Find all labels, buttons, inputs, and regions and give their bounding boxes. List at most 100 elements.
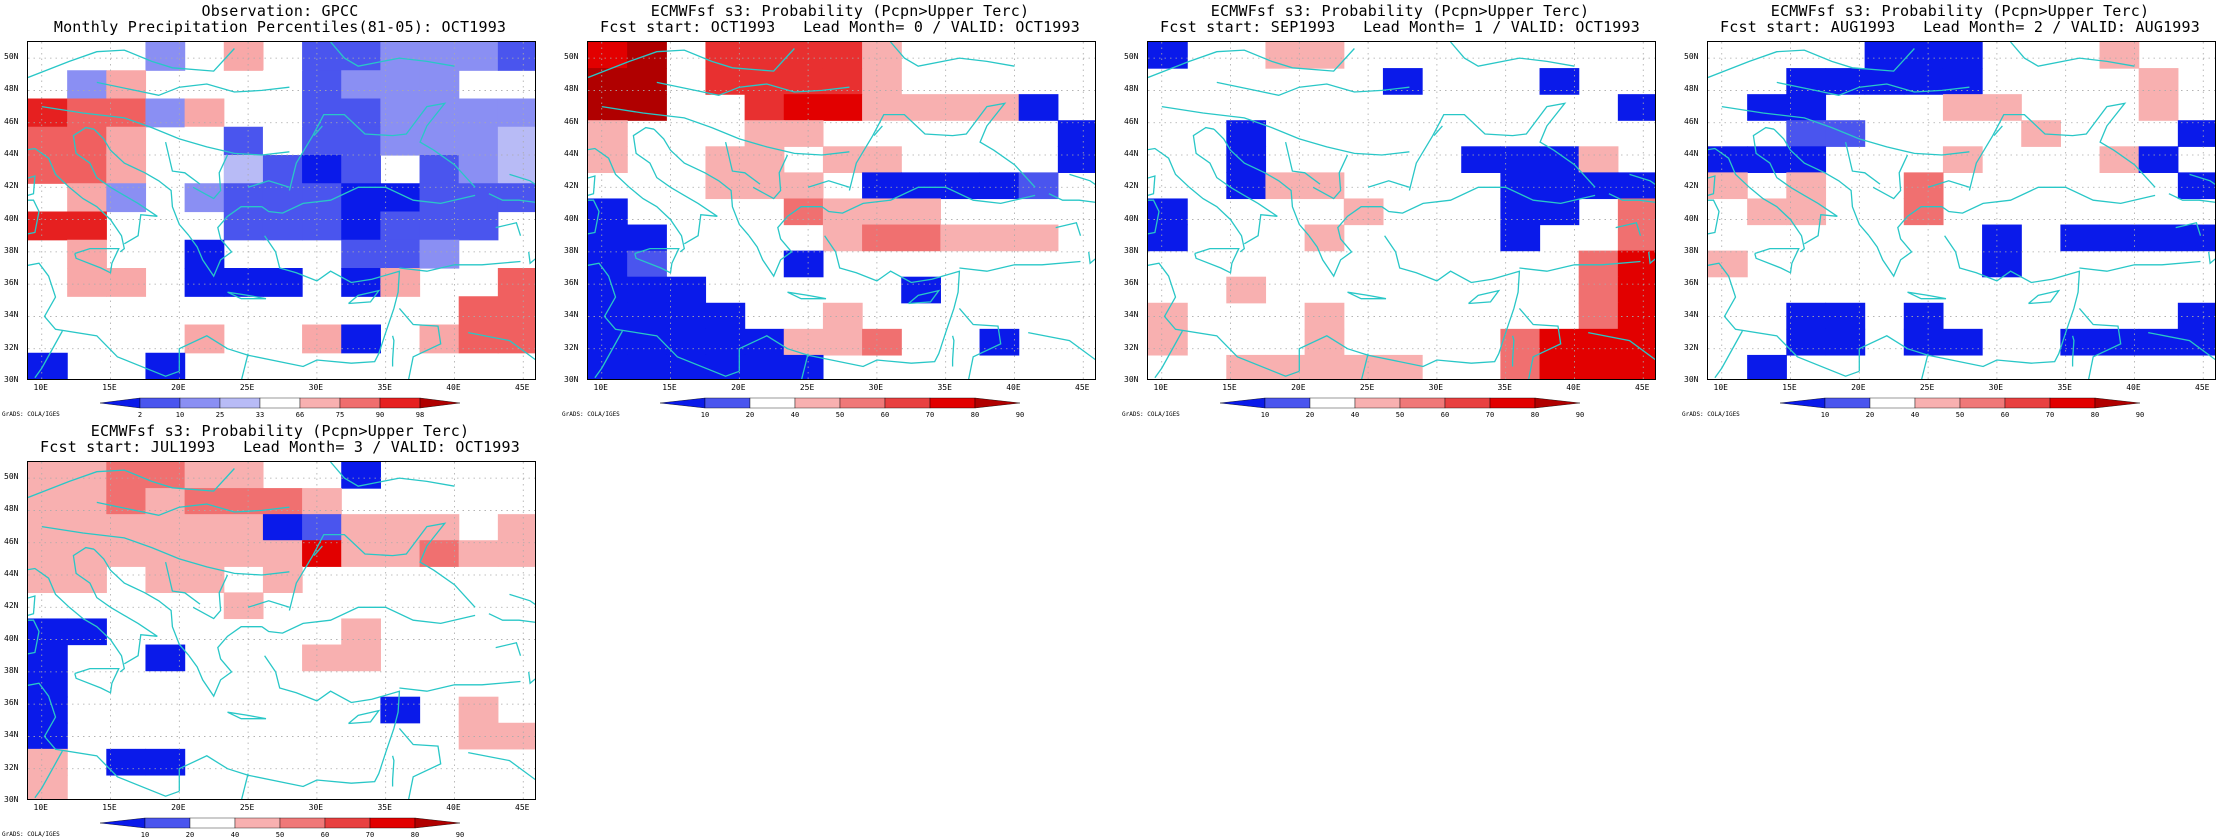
- map-panel-3: ECMWFsf s3: Probability (Pcpn>Upper Terc…: [1120, 0, 1680, 420]
- coastline: [1754, 247, 1800, 274]
- coastline: [509, 593, 535, 606]
- lat-tick-label: 36N: [4, 698, 19, 708]
- lon-tick-label: 40E: [446, 803, 461, 812]
- coastline: [588, 175, 596, 197]
- grid-cell: [666, 328, 707, 356]
- coastline: [72, 546, 158, 665]
- grid-cell: [822, 94, 863, 121]
- lat-tick-label: 40N: [1684, 213, 1699, 223]
- grid-cell: [901, 224, 941, 252]
- grid-cell: [627, 354, 667, 379]
- coastline: [1968, 102, 2156, 191]
- lat-tick-label: 38N: [4, 245, 19, 255]
- colorbar-label: 90: [1015, 411, 1025, 419]
- coastline: [96, 501, 290, 516]
- grid-cell: [783, 250, 824, 278]
- grid-cell: [145, 748, 186, 776]
- grid-cell: [2099, 146, 2140, 173]
- colorbar-segment: [1399, 397, 1446, 409]
- grid-cell: [145, 644, 186, 672]
- coastline: [1148, 147, 1246, 253]
- coastline: [1629, 173, 1655, 186]
- coastline: [241, 353, 249, 379]
- coastline: [1298, 235, 1521, 372]
- coastline: [1921, 353, 1929, 379]
- grid-cell: [302, 155, 342, 184]
- grid-cell: [1539, 172, 1580, 200]
- grid-cell: [862, 224, 902, 252]
- colorbar-segment: [2094, 397, 2141, 409]
- coastline: [1708, 199, 1720, 235]
- grid-cell: [1942, 146, 1983, 173]
- coastline: [1708, 175, 1716, 197]
- grid-cell: [341, 540, 381, 567]
- grid-cell: [302, 70, 342, 100]
- colorbar-segment: [1264, 397, 1311, 409]
- grid-cell: [302, 98, 342, 128]
- grid-cell: [341, 126, 381, 156]
- colorbar-segment: [1309, 397, 1356, 409]
- grid-cell: [1617, 276, 1655, 304]
- lat-tick-label: 30N: [4, 795, 19, 804]
- grid-cell: [145, 42, 186, 71]
- grid-cell: [497, 540, 535, 567]
- grid-cell: [380, 126, 421, 156]
- grid-cell: [1461, 146, 1501, 173]
- lat-tick-label: 30N: [1124, 375, 1139, 384]
- coastline: [399, 680, 521, 692]
- coastline: [1216, 81, 1410, 96]
- grid-cell: [223, 211, 264, 241]
- grid-cell: [497, 296, 535, 326]
- coastline: [2189, 173, 2215, 186]
- grid-cell: [705, 146, 746, 173]
- grid-cell: [940, 224, 981, 252]
- grid-cell: [145, 514, 186, 541]
- coastline: [313, 125, 323, 137]
- grid-cell: [627, 250, 667, 278]
- grid-cell: [1148, 224, 1188, 252]
- grid-cell: [1500, 328, 1541, 356]
- grid-cell: [497, 183, 535, 213]
- grid-cell: [145, 462, 186, 489]
- coastline: [72, 126, 158, 245]
- coastline: [1192, 126, 1278, 245]
- colorbar-label: 70: [1485, 411, 1495, 419]
- colorbar-segment: [219, 397, 261, 409]
- grid-cell: [940, 172, 981, 200]
- coastline: [495, 222, 522, 236]
- panel-subtitle: Fcst start: AUG1993 Lead Month= 2 / VALI…: [1720, 18, 2200, 36]
- coastline: [890, 42, 1015, 67]
- lat-tick-label: 34N: [4, 310, 19, 320]
- lon-tick-label: 30E: [1988, 383, 2004, 392]
- grid-cell: [1057, 120, 1095, 147]
- grid-cell: [588, 146, 628, 173]
- grid-cell: [419, 183, 460, 213]
- coastline: [330, 42, 455, 67]
- colorbar-segment: [1959, 397, 2006, 409]
- colorbar-segment: [1824, 397, 1871, 409]
- grid-cell: [705, 42, 746, 69]
- coastline: [601, 105, 850, 156]
- colorbar-segment: [1219, 397, 1266, 409]
- lon-tick-label: 35E: [937, 383, 952, 392]
- lat-tick-label: 48N: [4, 504, 19, 514]
- grid-cell: [28, 566, 68, 593]
- grid-cell: [862, 94, 902, 121]
- grid-cell: [1747, 146, 1787, 173]
- coastline: [1468, 289, 1501, 305]
- map-plot-area: [1147, 41, 1656, 380]
- colorbar-label: 20: [1305, 411, 1315, 419]
- grid-cell: [1903, 328, 1944, 356]
- grid-cell: [1747, 354, 1787, 379]
- coastline: [391, 755, 395, 787]
- lat-tick-label: 40N: [4, 633, 19, 643]
- grid-cell: [822, 328, 863, 356]
- colorbar-label: 70: [2045, 411, 2055, 419]
- coastline: [288, 102, 476, 191]
- grid-cell: [341, 211, 381, 241]
- grid-cell: [2021, 120, 2061, 147]
- coastline: [1308, 206, 1382, 278]
- lat-tick-label: 50N: [1684, 52, 1699, 62]
- colorbar-segment: [339, 397, 381, 409]
- grid-cell: [783, 120, 824, 147]
